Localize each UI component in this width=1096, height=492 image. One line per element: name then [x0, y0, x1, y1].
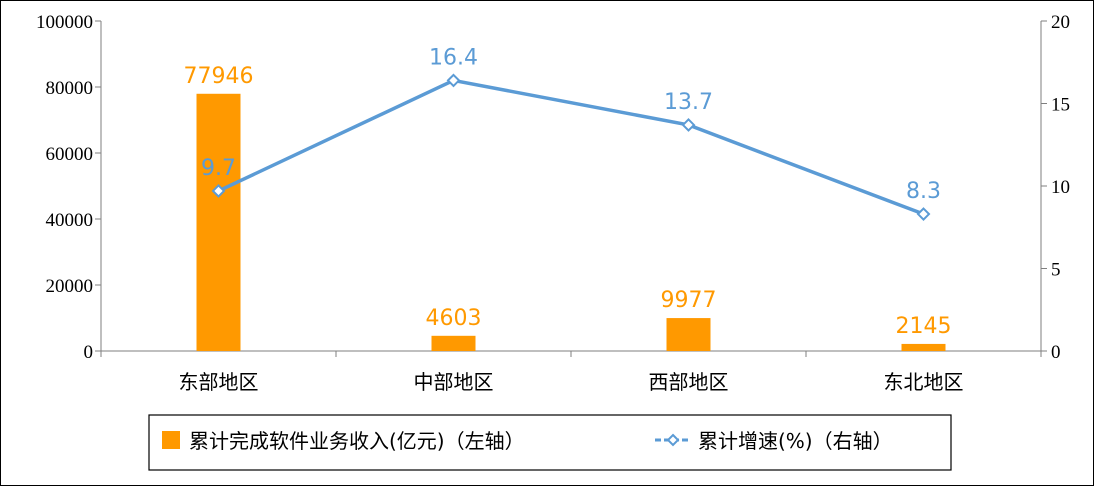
bar-value-label: 4603 [426, 306, 482, 331]
bar [901, 343, 946, 351]
x-tick-label: 中部地区 [414, 370, 494, 394]
bar-value-label: 77946 [184, 64, 254, 89]
data-labels: 77946 4603 9977 2145 9.7 16.4 13.7 8.3 [184, 45, 952, 339]
right-tick-label: 20 [1051, 12, 1070, 33]
bar [666, 318, 711, 351]
line-value-label: 8.3 [906, 179, 941, 204]
left-tick-label: 0 [84, 342, 94, 363]
right-tick-label: 10 [1051, 177, 1070, 198]
right-tick-label: 0 [1051, 342, 1061, 363]
x-tick-label: 东部地区 [179, 370, 259, 394]
line-point-marker [446, 73, 461, 88]
left-tick-label: 20000 [46, 276, 94, 297]
x-tick-label: 东北地区 [884, 370, 964, 394]
line-path [217, 78, 925, 216]
bar [196, 93, 241, 351]
chart-axes: 0 20000 40000 60000 80000 100000 0 5 10 15 20 东部地区 中… [36, 12, 1070, 394]
line-value-label: 13.7 [664, 90, 713, 115]
legend-bar-label: 累计完成软件业务收入(亿元)（左轴） [189, 429, 525, 453]
bar-value-label: 2145 [896, 314, 952, 339]
legend-box [148, 414, 952, 471]
left-tick-label: 80000 [46, 78, 94, 99]
line-point-marker [211, 184, 226, 198]
line-series [211, 73, 931, 221]
legend-line-marker [666, 433, 680, 447]
right-tick-label: 15 [1051, 95, 1070, 116]
legend: 累计完成软件业务收入(亿元)（左轴） 累计增速(%)（右轴） [148, 414, 952, 471]
right-tick-label: 5 [1051, 260, 1061, 281]
bar-series [196, 93, 946, 351]
left-tick-label: 40000 [46, 210, 94, 231]
left-tick-label: 100000 [36, 12, 93, 33]
x-tick-label: 西部地区 [649, 370, 729, 394]
line-value-label: 16.4 [429, 45, 478, 70]
legend-line-label: 累计增速(%)（右轴） [698, 429, 893, 453]
bar [431, 335, 476, 351]
left-tick-label: 60000 [46, 144, 94, 165]
line-point-marker [916, 207, 931, 221]
bar-value-label: 9977 [661, 288, 717, 313]
line-point-marker [681, 118, 696, 132]
line-value-label: 9.7 [201, 156, 236, 181]
legend-bar-swatch [162, 431, 180, 449]
